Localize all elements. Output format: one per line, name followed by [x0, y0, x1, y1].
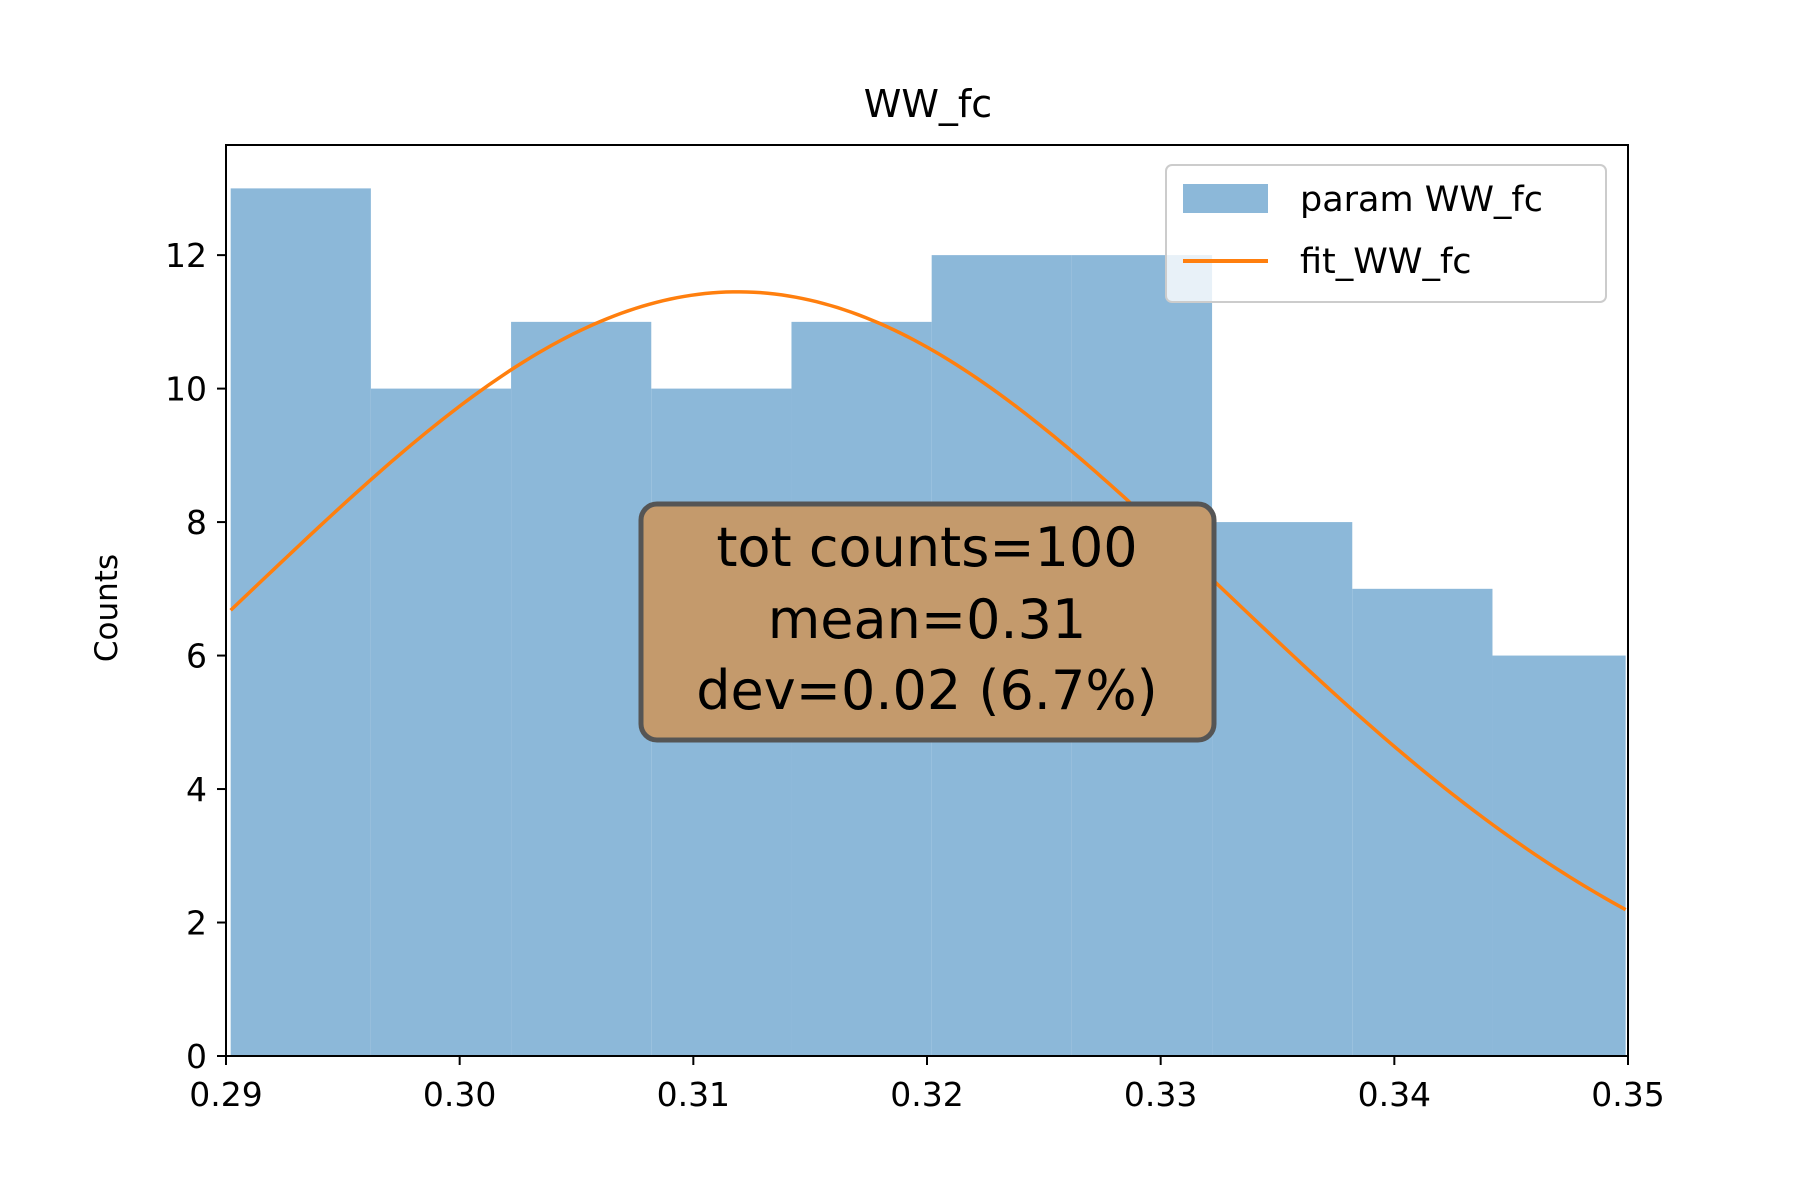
y-tick-label: 8 [186, 503, 207, 542]
y-tick-label: 4 [186, 770, 207, 809]
x-axis-ticks: 0.29 0.30 0.31 0.32 0.33 0.34 0.35 [189, 1056, 1665, 1114]
y-tick-label: 6 [186, 637, 207, 676]
y-tick-label: 10 [165, 370, 207, 409]
histogram-bar [1492, 655, 1626, 1056]
annotation-line-2: mean=0.31 [768, 588, 1087, 651]
annotation-line-3: dev=0.02 (6.7%) [696, 659, 1157, 722]
x-tick-label: 0.29 [189, 1075, 262, 1114]
legend-box [1165, 164, 1607, 303]
y-tick-label: 12 [165, 236, 207, 275]
histogram-bar [1212, 522, 1353, 1056]
histogram-bar [1352, 588, 1493, 1056]
y-axis-label: Counts [89, 554, 125, 662]
stats-annotation: tot counts=100 mean=0.31 dev=0.02 (6.7%) [638, 501, 1217, 743]
histogram-bar [511, 321, 652, 1056]
y-axis-ticks: 0 2 4 6 8 10 12 [165, 236, 226, 1076]
stats-annotation-box [638, 501, 1217, 743]
legend: param WW_fc fit_WW_fc [1165, 164, 1607, 303]
histogram-bar [370, 388, 512, 1057]
y-tick-label: 0 [186, 1037, 207, 1076]
histogram-bar [230, 188, 371, 1056]
legend-label-histogram: param WW_fc [1300, 180, 1543, 220]
legend-label-fit: fit_WW_fc [1300, 242, 1472, 282]
x-tick-label: 0.34 [1358, 1075, 1431, 1114]
chart-title: WW_fc [864, 82, 992, 126]
x-tick-label: 0.32 [890, 1075, 963, 1114]
x-tick-label: 0.30 [423, 1075, 496, 1114]
fit-curve [229, 290, 1627, 912]
y-tick-label: 2 [186, 904, 207, 943]
annotation-line-1: tot counts=100 [716, 516, 1137, 579]
x-tick-label: 0.35 [1591, 1075, 1664, 1114]
legend-swatch-histogram [1183, 184, 1268, 213]
x-tick-label: 0.31 [657, 1075, 730, 1114]
x-tick-label: 0.33 [1124, 1075, 1197, 1114]
